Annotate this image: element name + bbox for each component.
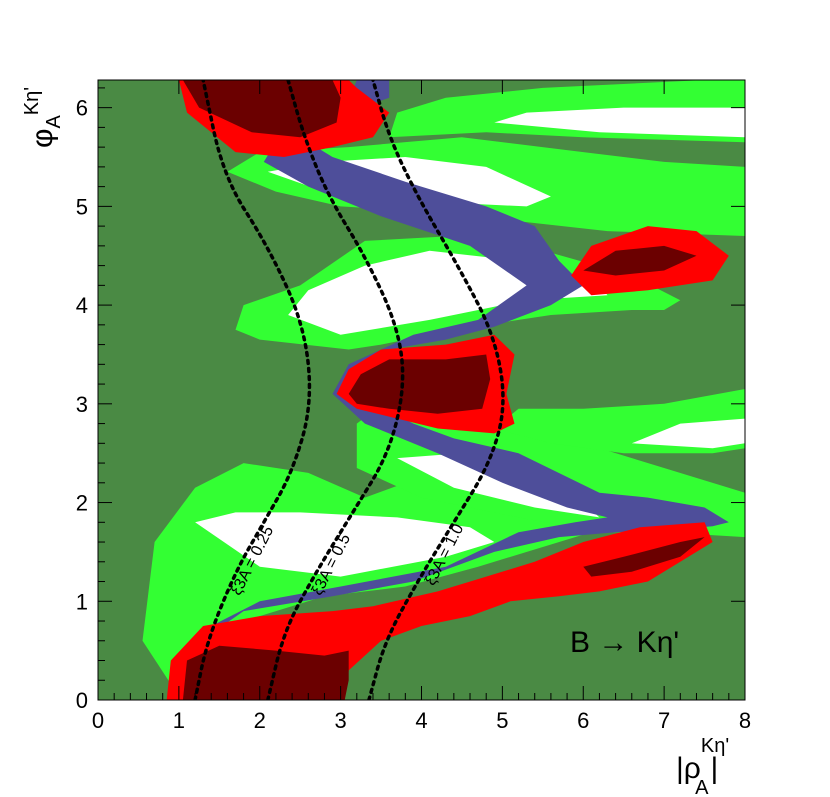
x-axis-title-text: |ρ bbox=[676, 752, 701, 785]
region-white-11 bbox=[494, 107, 745, 138]
region-dark-red-20 bbox=[583, 245, 697, 276]
x-tick-label-6: 6 bbox=[577, 708, 589, 733]
y-axis: 0 1 2 3 4 5 6 bbox=[76, 87, 745, 713]
x-tick-label-0: 0 bbox=[92, 708, 104, 733]
region-dark-red-18 bbox=[348, 354, 491, 414]
y-tick-label-2: 2 bbox=[76, 491, 88, 516]
y-tick-label-3: 3 bbox=[76, 392, 88, 417]
y-tick-label-1: 1 bbox=[76, 589, 88, 614]
region-blue-12 bbox=[187, 80, 729, 651]
y-tick-label-0: 0 bbox=[76, 688, 88, 713]
svg-text:|ρKη'A|: |ρKη' A| bbox=[676, 735, 729, 797]
region-white-3 bbox=[397, 453, 600, 518]
contour-line-1 bbox=[266, 80, 405, 700]
plot-area bbox=[98, 80, 745, 700]
region-dark-red-19 bbox=[583, 537, 705, 577]
x-tick-label-1: 1 bbox=[173, 708, 185, 733]
x-axis: 0 1 2 3 4 5 6 7 8 bbox=[92, 80, 751, 733]
x-axis-title: |ρKη' A| bbox=[676, 735, 729, 797]
y-tick-label-6: 6 bbox=[76, 96, 88, 121]
x-tick-label-3: 3 bbox=[335, 708, 347, 733]
region-dark-red-17 bbox=[182, 645, 349, 700]
y-axis-title-text: φ bbox=[26, 129, 59, 148]
x-tick-label-8: 8 bbox=[739, 708, 751, 733]
x-tick-label-2: 2 bbox=[254, 708, 266, 733]
region-dark-red-21 bbox=[182, 80, 341, 138]
process-annotation: B → Kη' bbox=[570, 626, 679, 659]
y-tick-label-4: 4 bbox=[76, 293, 88, 318]
region-layer bbox=[142, 80, 745, 700]
y-axis-title: φAKη' bbox=[21, 87, 65, 148]
y-tick-label-5: 5 bbox=[76, 194, 88, 219]
region-white-1 bbox=[195, 512, 495, 577]
svg-text:φAKη': φAKη' bbox=[21, 87, 65, 148]
contour-line-0 bbox=[193, 80, 312, 700]
contour-layer bbox=[193, 80, 505, 700]
x-tick-label-7: 7 bbox=[658, 708, 670, 733]
x-tick-label-4: 4 bbox=[415, 708, 427, 733]
region-white-5 bbox=[631, 418, 745, 449]
x-tick-label-5: 5 bbox=[496, 708, 508, 733]
contour-line-2 bbox=[367, 80, 505, 700]
